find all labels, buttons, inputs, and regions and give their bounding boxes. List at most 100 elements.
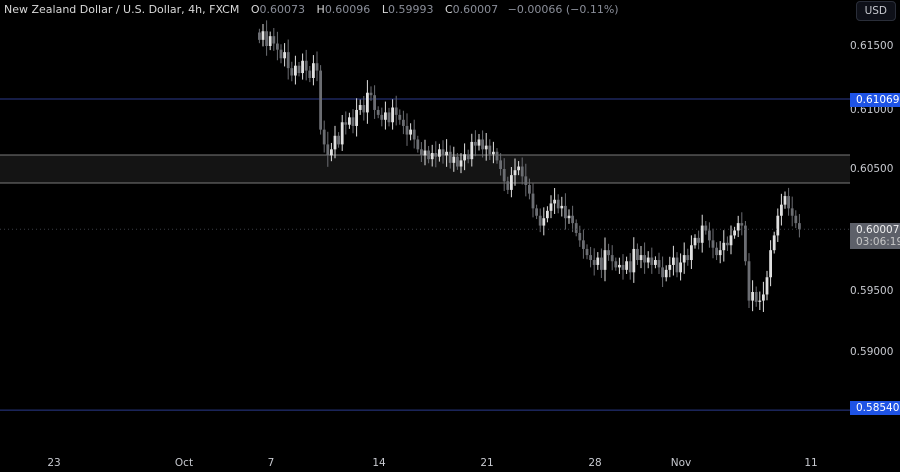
x-tick: 23 (47, 457, 61, 469)
candle-body (304, 60, 308, 71)
candle-body (740, 223, 744, 226)
candle-body (582, 240, 585, 249)
candle-body (283, 52, 286, 59)
currency-button[interactable]: USD (855, 1, 896, 21)
candle-body (456, 156, 459, 167)
high-value: 0.60096 (324, 3, 371, 16)
last-price: 0.60007 (856, 224, 900, 236)
close-label: C (444, 3, 453, 16)
x-tick: 21 (480, 457, 494, 469)
candle-body (610, 255, 614, 262)
candle-body (682, 255, 686, 263)
candle-body (268, 36, 272, 46)
candle-body (294, 65, 297, 76)
candle-body (492, 151, 495, 155)
symbol-title: New Zealand Dollar / U.S. Dollar, 4h, FX… (4, 3, 240, 16)
candle-body (506, 181, 510, 190)
candle-body (607, 250, 610, 256)
candle-body (463, 154, 466, 161)
candle-body (499, 160, 502, 169)
candle-body (614, 261, 618, 268)
candle-body (628, 261, 632, 273)
candle-body (448, 151, 452, 163)
candle-body (452, 156, 456, 163)
candle-body (297, 65, 301, 74)
candle-body (751, 292, 754, 301)
candle-body (276, 43, 279, 50)
candle-body (668, 264, 672, 270)
candle-body (700, 225, 704, 243)
candle-body (618, 264, 621, 268)
candle-body (600, 257, 603, 270)
open-value: 0.60073 (259, 3, 306, 16)
candle-body (585, 248, 589, 256)
candle-body (772, 235, 776, 251)
candle-body (438, 149, 441, 157)
candle-body (596, 257, 600, 265)
candle-body (643, 255, 646, 263)
candle-body (322, 129, 326, 145)
candle-body (340, 122, 344, 145)
candle-body (261, 31, 265, 40)
candle-body (769, 250, 772, 278)
low-label: L (381, 3, 388, 16)
candle-body (391, 107, 394, 123)
candle-body (722, 242, 726, 251)
candle-body (405, 125, 409, 135)
symbol-header: New Zealand Dollar / U.S. Dollar, 4h, FX… (4, 3, 619, 16)
high-label: H (316, 3, 325, 16)
x-tick: 14 (372, 457, 386, 469)
candle-body (592, 260, 596, 265)
candle-body (744, 225, 747, 262)
candle-body (664, 269, 668, 278)
candle-body (661, 267, 664, 278)
candle-body (632, 248, 636, 273)
candle-body (412, 129, 416, 140)
candle-body (733, 230, 736, 236)
candle-body (564, 205, 567, 219)
close-value: 0.60007 (452, 3, 499, 16)
level-tag-upper: 0.61069 (850, 93, 900, 107)
candle-body (470, 141, 474, 160)
last-price-tag: 0.60007 03:06:19 (850, 223, 900, 249)
candle-body (567, 215, 571, 219)
candle-body (528, 184, 531, 194)
candle-body (427, 150, 430, 160)
low-value: 0.59993 (387, 3, 434, 16)
candle-body (711, 240, 715, 248)
candle-body (718, 250, 722, 256)
candle-body (373, 95, 376, 110)
candle-body (621, 264, 625, 270)
candle-body (445, 151, 448, 156)
candle-body (625, 261, 628, 270)
candle-body (758, 300, 762, 302)
candle-body (646, 257, 650, 263)
candle-body (380, 114, 384, 120)
candle-body (524, 176, 528, 185)
open-label: O (250, 3, 260, 16)
candle-body (639, 255, 643, 261)
candle-body (330, 149, 333, 156)
x-tick: 28 (588, 457, 602, 469)
candle-body (409, 129, 412, 135)
candle-body (319, 70, 322, 130)
candle-body (693, 237, 697, 246)
candle-body (556, 199, 560, 209)
y-tick: 0.59000 (850, 346, 894, 358)
candle-body (574, 223, 578, 233)
x-tick: Oct (174, 457, 194, 469)
x-tick: 7 (267, 457, 275, 469)
candle-body (430, 153, 434, 160)
candle-body (715, 247, 718, 256)
y-tick: 0.59500 (850, 285, 894, 297)
candle-body (520, 166, 524, 177)
candle-body (675, 257, 679, 273)
candle-body (466, 154, 470, 160)
candle-body (387, 112, 391, 123)
candle-body (376, 109, 380, 115)
candle-body (578, 232, 582, 241)
candle-body (542, 218, 546, 226)
candle-body (654, 260, 657, 265)
y-tick: 0.61000 (850, 104, 894, 116)
